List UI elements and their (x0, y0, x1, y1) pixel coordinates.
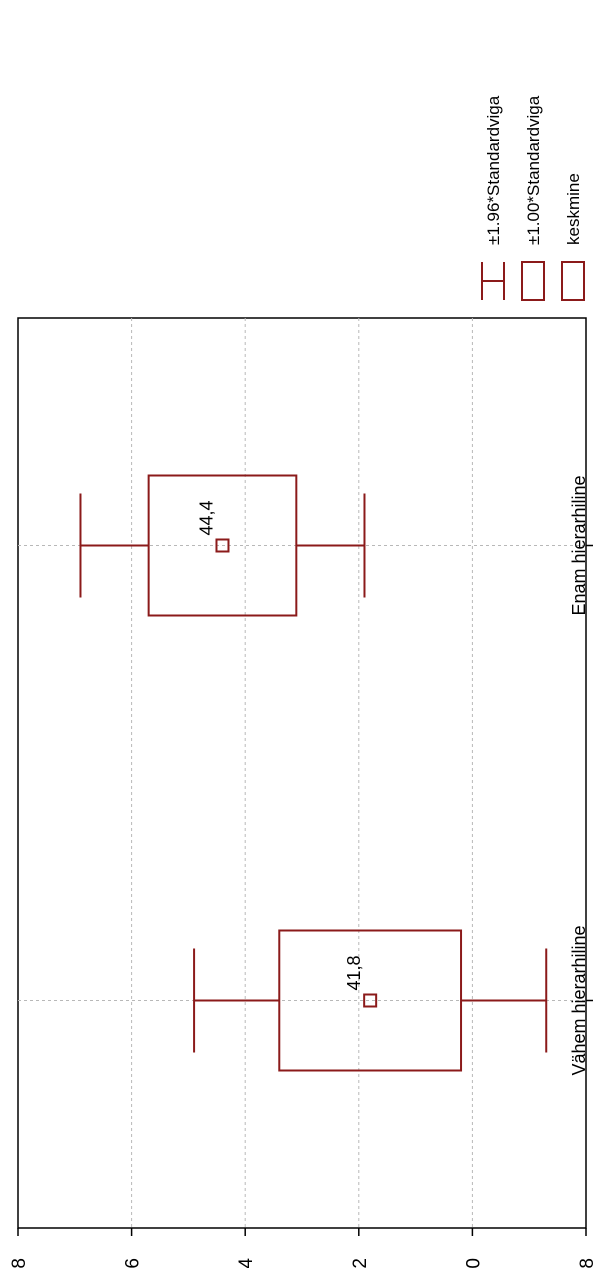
plot-frame (17, 317, 587, 1229)
box-group: 41,8 (193, 929, 548, 1072)
legend-box-icon (521, 261, 545, 301)
y-tick-label: 40 (463, 1258, 484, 1268)
mean-data-label: 44,4 (196, 500, 216, 535)
mean-marker (215, 538, 230, 553)
se-box (147, 474, 298, 617)
box-group: 44,4 (79, 474, 366, 617)
y-tick-label: 46 (123, 1258, 144, 1268)
y-tick-label: 42 (350, 1258, 371, 1268)
x-tick-label: Enam hierarhiline (569, 475, 589, 615)
legend-whisker-icon (481, 262, 505, 300)
se-box (278, 929, 463, 1072)
legend-item-mean: keskmine (561, 173, 585, 301)
mean-data-label: 41,8 (344, 955, 364, 990)
tick-layer: 38 40 42 44 46 48 Vähem hierarhiline Enam hiera… (9, 475, 594, 1268)
legend: ±1.96*Standardviga ±1.00*Standardviga ke… (481, 95, 585, 301)
legend-mean-icon (561, 261, 585, 301)
y-tick-label: 38 (577, 1258, 594, 1268)
x-tick-label: Vähem hierarhiline (569, 925, 589, 1075)
grid-layer (18, 318, 586, 1228)
mean-marker (363, 993, 378, 1008)
y-tick-label: 44 (236, 1258, 257, 1268)
box-layer: 41,8 44,4 (79, 474, 548, 1072)
legend-item-se: ±1.00*Standardviga (521, 95, 545, 301)
y-tick-label: 48 (9, 1258, 30, 1268)
legend-label-ci: ±1.96*Standardviga (484, 95, 503, 245)
legend-label-se: ±1.00*Standardviga (524, 95, 543, 245)
legend-item-ci: ±1.96*Standardviga (481, 95, 505, 300)
legend-label-mean: keskmine (564, 173, 583, 245)
